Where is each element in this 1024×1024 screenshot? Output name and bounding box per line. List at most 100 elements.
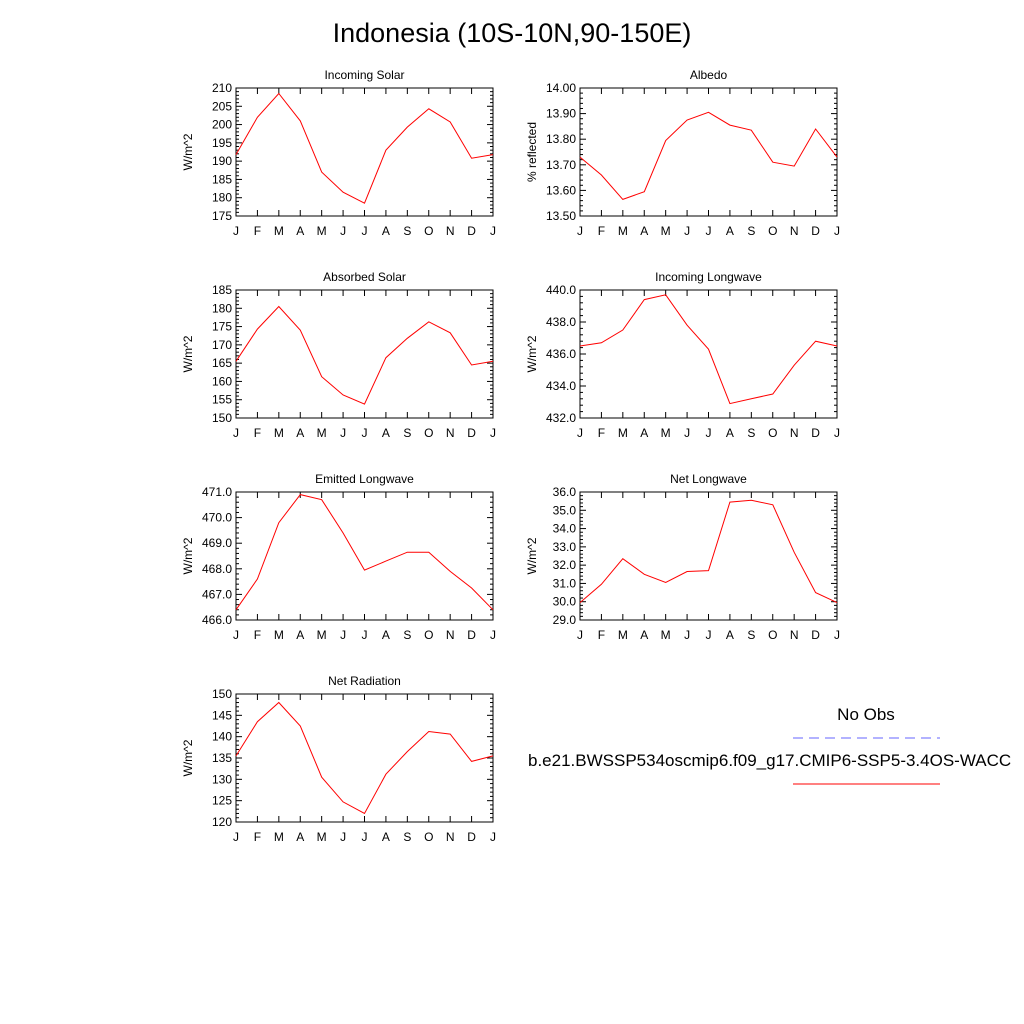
legend-obs-label: No Obs (837, 705, 895, 724)
panel-1-ytick-label: 195 (212, 136, 232, 150)
panel-5-xtick-label: O (424, 628, 433, 642)
panel-6-ytick-label: 31.0 (553, 576, 577, 590)
panel-5: Emitted Longwave W/m^2 466.0 467.0 468.0 469.… (181, 472, 496, 642)
panel-3-ytick-label: 185 (212, 283, 232, 297)
panel-6: Net Longwave W/m^2 29.0 30.0 31.0 32.0 33.0 34.… (525, 472, 840, 642)
panel-6-ytick-label: 30.0 (553, 595, 577, 609)
panel-6-xtick-label: J (684, 628, 690, 642)
panel-5-ytick-label: 470.0 (202, 511, 232, 525)
panel-1-xtick-label: O (424, 224, 433, 238)
panel-3-xtick-label: S (403, 426, 411, 440)
panel-4-ytick-label: 438.0 (546, 315, 576, 329)
panel-7-xtick-label: J (340, 830, 346, 844)
panel-2: Albedo % reflected 13.50 13.60 13.70 13.80 13.… (525, 68, 840, 238)
panel-7-xtick-label: O (424, 830, 433, 844)
panel-2-ylabel: % reflected (525, 122, 539, 182)
panel-6-xtick-label: J (834, 628, 840, 642)
panel-4-xtick-label: J (577, 426, 583, 440)
panel-1-ytick-label: 205 (212, 99, 232, 113)
panel-4-xtick-label: F (598, 426, 605, 440)
panel-7-ytick-label: 150 (212, 687, 232, 701)
panel-3-ytick-label: 165 (212, 356, 232, 370)
panel-5-xtick-label: M (317, 628, 327, 642)
panel-1-frame (235, 87, 494, 217)
panel-2-title: Albedo (690, 68, 728, 82)
panel-1-xtick-label: S (403, 224, 411, 238)
panel-3-xtick-label: J (362, 426, 368, 440)
panel-5-title: Emitted Longwave (315, 472, 414, 486)
panel-2-xtick-label: F (598, 224, 605, 238)
panel-4-xtick-label: M (661, 426, 671, 440)
panel-7-xtick-label: J (362, 830, 368, 844)
panel-7-xtick-label: S (403, 830, 411, 844)
panel-1-ytick-label: 210 (212, 81, 232, 95)
panel-3-xtick-label: J (233, 426, 239, 440)
panel-2-ytick-label: 13.70 (546, 158, 576, 172)
panel-4-xtick-label: J (706, 426, 712, 440)
panel-6-xtick-label: M (618, 628, 628, 642)
panel-4-xtick-label: A (726, 426, 734, 440)
panel-2-series-line (579, 111, 838, 200)
panel-6-xtick-label: A (640, 628, 648, 642)
panel-1-ytick-label: 190 (212, 154, 232, 168)
panel-1-series-line (235, 92, 494, 204)
panel-5-xtick-label: J (233, 628, 239, 642)
panel-7-series-line (235, 701, 494, 815)
panel-6-ylabel: W/m^2 (525, 537, 539, 574)
panel-7-xtick-label: D (467, 830, 476, 844)
panel-4: Incoming Longwave W/m^2 432.0 434.0 436.0 438… (525, 270, 840, 440)
panel-3-ytick-label: 155 (212, 393, 232, 407)
panel-3-ytick-label: 180 (212, 301, 232, 315)
panel-7-ylabel: W/m^2 (181, 739, 195, 776)
panel-3-xtick-label: D (467, 426, 476, 440)
panel-2-frame (579, 87, 838, 217)
panel-4-series-line (579, 294, 838, 405)
panel-2-ytick-label: 14.00 (546, 81, 576, 95)
panel-1-ytick-label: 200 (212, 118, 232, 132)
panel-3-title: Absorbed Solar (323, 270, 406, 284)
panel-3-xtick-label: J (490, 426, 496, 440)
panel-1-ylabel: W/m^2 (181, 133, 195, 170)
panel-3-xtick-label: M (317, 426, 327, 440)
panel-2-ytick-label: 13.60 (546, 183, 576, 197)
panel-7-xtick-label: A (296, 830, 304, 844)
panel-3-ytick-label: 175 (212, 320, 232, 334)
panel-2-xtick-label: M (618, 224, 628, 238)
panel-6-ytick-label: 29.0 (553, 613, 577, 627)
panel-4-frame (579, 289, 838, 419)
panel-3-ytick-label: 170 (212, 338, 232, 352)
panel-2-xtick-label: J (577, 224, 583, 238)
panel-4-ylabel: W/m^2 (525, 335, 539, 372)
panel-5-frame (235, 491, 494, 621)
panel-3-ylabel: W/m^2 (181, 335, 195, 372)
panel-5-xtick-label: D (467, 628, 476, 642)
panel-6-xtick-label: S (747, 628, 755, 642)
panel-6-ytick-label: 36.0 (553, 485, 577, 499)
panel-1-ytick-label: 185 (212, 172, 232, 186)
panel-6-xtick-label: A (726, 628, 734, 642)
panel-2-xtick-label: O (768, 224, 777, 238)
panel-1-xtick-label: A (382, 224, 390, 238)
page-title: Indonesia (10S-10N,90-150E) (332, 18, 692, 48)
panel-6-xtick-label: F (598, 628, 605, 642)
panel-6-ytick-label: 34.0 (553, 522, 577, 536)
panel-5-ytick-label: 471.0 (202, 485, 232, 499)
panel-1-xtick-label: F (254, 224, 261, 238)
panel-2-xtick-label: A (726, 224, 734, 238)
panel-1-xtick-label: J (233, 224, 239, 238)
panel-4-ytick-label: 436.0 (546, 347, 576, 361)
panel-7-xtick-label: M (317, 830, 327, 844)
panel-7-ytick-label: 120 (212, 815, 232, 829)
panel-5-ylabel: W/m^2 (181, 537, 195, 574)
panel-6-xtick-label: N (790, 628, 799, 642)
panel-1-xtick-label: M (274, 224, 284, 238)
panel-6-xtick-label: J (577, 628, 583, 642)
panel-3-xtick-label: O (424, 426, 433, 440)
panel-2-xtick-label: A (640, 224, 648, 238)
panel-7-xtick-label: N (446, 830, 455, 844)
panel-1-xtick-label: N (446, 224, 455, 238)
panel-1-xtick-label: J (362, 224, 368, 238)
panel-4-xtick-label: J (684, 426, 690, 440)
panel-3-series-line (235, 305, 494, 405)
